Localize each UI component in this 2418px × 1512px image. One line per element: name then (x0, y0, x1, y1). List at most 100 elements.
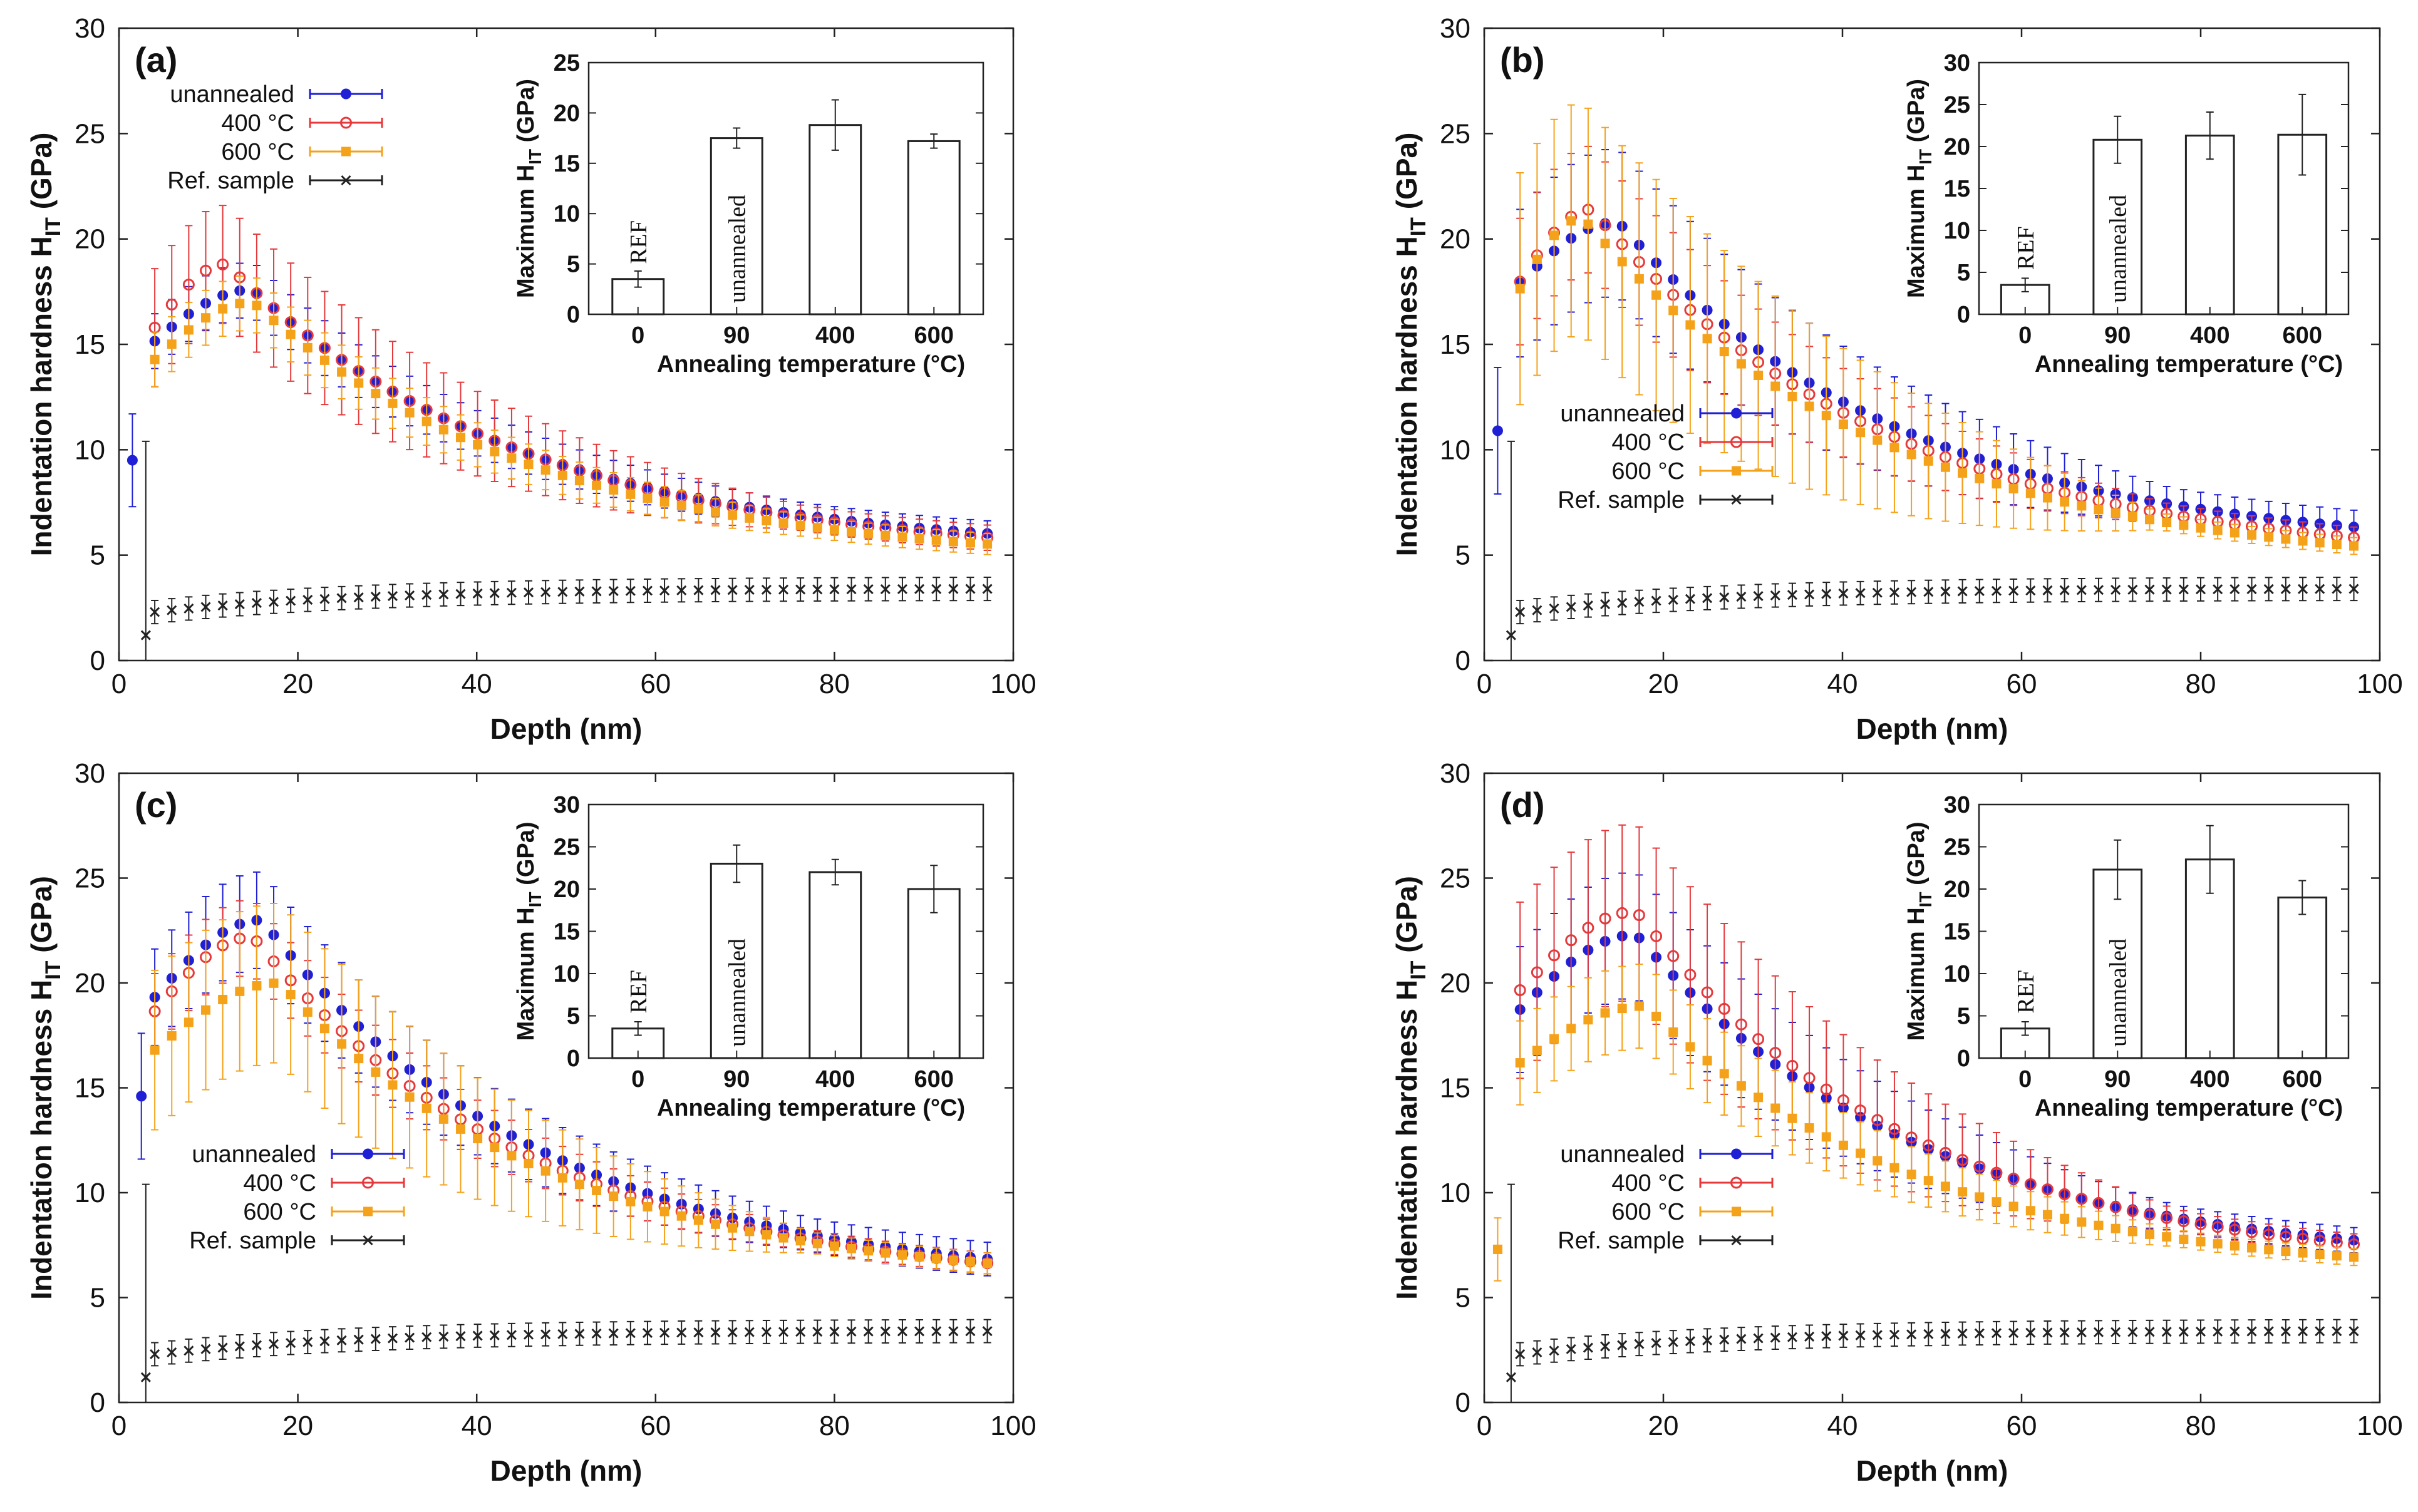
data-point (2213, 1326, 2223, 1337)
data-point (1787, 1332, 1797, 1342)
data-point (1532, 1046, 1542, 1056)
data-point (1957, 1328, 1968, 1339)
data-point (167, 605, 177, 615)
inset-y-tick-label: 25 (554, 50, 580, 76)
series-ref-sample (140, 1183, 993, 1403)
data-point (778, 1327, 789, 1337)
data-point (846, 584, 857, 595)
data-point (693, 1215, 703, 1225)
data-point (490, 1143, 500, 1153)
data-point (523, 587, 534, 598)
legend-marker (1732, 1206, 1741, 1216)
series-ref-sample (1506, 1183, 2359, 1403)
legend-label: Ref. sample (189, 1228, 316, 1254)
data-point (354, 1054, 364, 1064)
data-point (931, 584, 942, 594)
inset-bar-label: unannealed (2105, 195, 2131, 303)
data-point (2178, 1326, 2189, 1337)
data-point (1956, 1154, 1969, 1166)
inset-bar-chart: 0 5 10 15 20 25 30 0 REF 90 unannealed 400 600Anneal… (1903, 50, 2350, 378)
data-point (455, 1124, 465, 1134)
data-point (2247, 1243, 2257, 1253)
data-point (2332, 1251, 2342, 1261)
inset-y-tick-label: 5 (1957, 260, 1970, 286)
data-point (2264, 532, 2274, 542)
data-point (302, 1007, 313, 1017)
y-axis-title-sub: IT (1407, 960, 1430, 979)
data-point (1770, 1332, 1780, 1343)
x-tick-label: 80 (819, 669, 850, 699)
y-tick-label: 20 (75, 968, 105, 999)
data-point (983, 539, 993, 549)
data-point (302, 342, 313, 352)
data-point (693, 585, 704, 595)
data-point (1804, 589, 1815, 600)
data-point (795, 1327, 806, 1337)
inset-y-tick-label: 10 (554, 201, 580, 227)
data-point (863, 1326, 874, 1337)
inset-x-tick-label: 400 (815, 1066, 855, 1093)
y-tick-label: 0 (1455, 1387, 1470, 1418)
data-point (1583, 1015, 1593, 1025)
data-point (2008, 1201, 2018, 1211)
legend-marker (1731, 494, 1742, 505)
inset-y-tick-label: 20 (1944, 134, 1970, 160)
legend-label: unannealed (1560, 1141, 1685, 1168)
data-point (2008, 1327, 2019, 1339)
data-point (2127, 512, 2137, 522)
legend-label: Ref. sample (1558, 1228, 1685, 1254)
data-point (1753, 1333, 1764, 1344)
data-point (574, 586, 585, 597)
data-point (2264, 1245, 2274, 1255)
data-point (540, 465, 550, 475)
data-point (371, 389, 381, 399)
data-point (268, 597, 279, 607)
data-point (2246, 1326, 2257, 1337)
data-point (217, 600, 228, 611)
data-point (762, 516, 772, 526)
inset-error-bar (2021, 277, 2029, 292)
data-point (1719, 1069, 1729, 1079)
x-tick-label: 100 (2357, 1411, 2402, 1441)
inset-x-tick-label: 400 (2190, 322, 2229, 349)
x-tick-label: 40 (1827, 1411, 1858, 1441)
inset-y-axis-title: Maximum HIT (GPa) (1903, 79, 1935, 298)
data-point (235, 299, 245, 309)
data-point (1583, 600, 1593, 611)
y-tick-label: 15 (1440, 329, 1470, 360)
data-point (1532, 1347, 1542, 1358)
data-point (2229, 584, 2240, 595)
inset-bar (809, 124, 862, 316)
inset-y-tick-label: 15 (1944, 176, 1970, 202)
data-point (1492, 425, 1503, 436)
y-tick-label: 5 (1455, 1283, 1470, 1314)
data-point (574, 1180, 584, 1190)
data-point (1804, 401, 1814, 411)
data-point (2042, 1327, 2053, 1338)
data-point (1617, 1340, 1628, 1350)
data-point (931, 1326, 942, 1337)
data-point (710, 585, 721, 595)
data-point (1922, 1139, 1935, 1151)
data-point (2111, 585, 2121, 595)
inset-y-title-unit: (GPa) (1903, 821, 1930, 892)
series-600-c (150, 275, 993, 555)
inset-bar-label: REF (2013, 970, 2039, 1014)
legend-marker (1730, 1176, 1742, 1189)
legend-label: 400 °C (221, 110, 294, 136)
data-point (1975, 1192, 1985, 1202)
y-tick-label: 5 (1455, 540, 1470, 571)
data-point (2094, 1220, 2104, 1230)
data-point (2042, 1210, 2052, 1220)
inset-error-bar (2206, 825, 2214, 894)
data-point (421, 590, 432, 600)
data-point (1582, 922, 1594, 934)
inset-y-title-sub: IT (1916, 892, 1935, 907)
inset-y-title-unit: (GPa) (1903, 79, 1930, 149)
inset-x-tick-label: 600 (2283, 1066, 2322, 1093)
data-point (1856, 1148, 1866, 1158)
inset-x-tick-label: 90 (2104, 322, 2131, 349)
inset-y-axis-title: Maximum HIT (GPa) (513, 821, 545, 1041)
inset-x-tick-label: 90 (723, 322, 750, 349)
